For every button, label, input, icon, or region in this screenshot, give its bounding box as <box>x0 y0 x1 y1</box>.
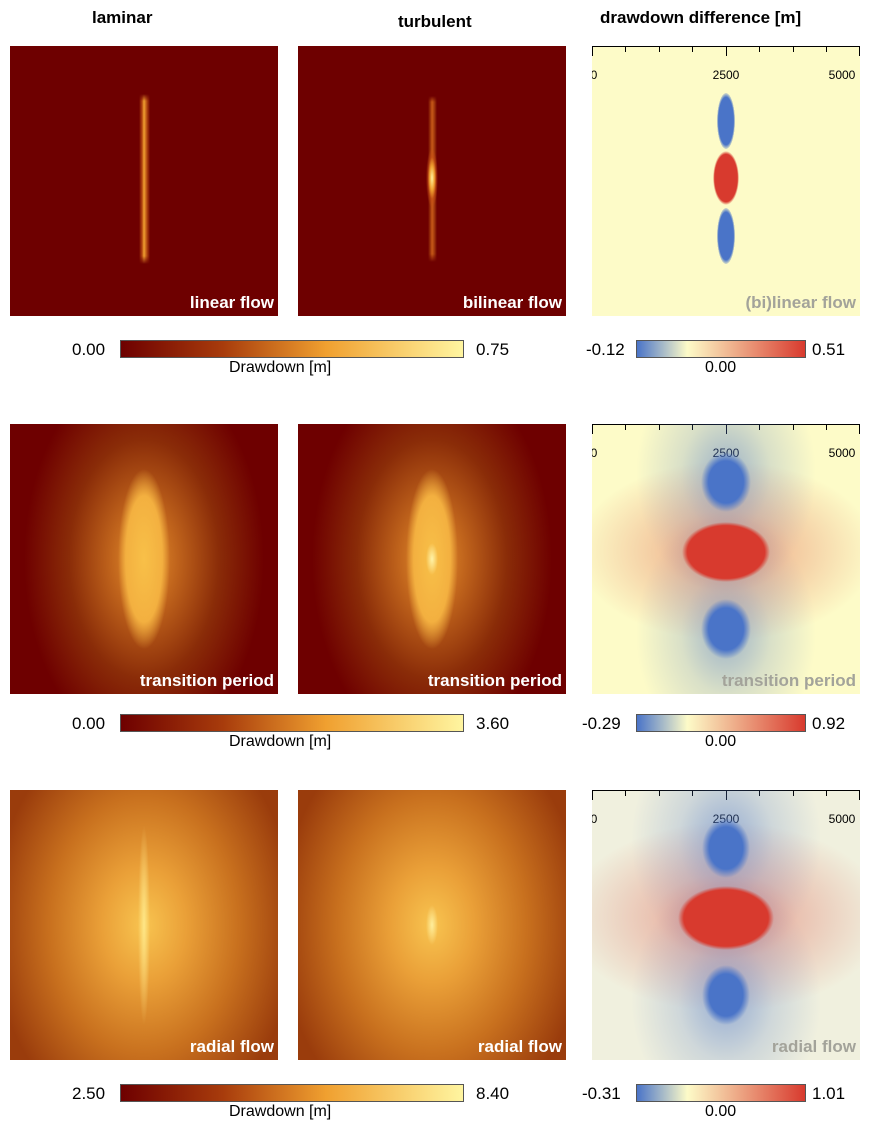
colorbar-max: 0.92 <box>812 714 846 733</box>
difference-map-bilinear: 0 2500 5000 (bi)linear flow <box>592 46 860 316</box>
colorbar-max: 1.01 <box>812 1084 846 1103</box>
drawdown-colorbar: 0.00 3.60 Drawdown [m] <box>72 714 509 758</box>
difference-regime-label: (bi)linear flow <box>745 293 857 312</box>
colorbar-max: 8.40 <box>476 1084 510 1103</box>
colorbar-gradient <box>120 340 464 358</box>
difference-colorbar: -0.29 0.92 0.00 <box>582 714 876 758</box>
colorbar-center: 0.00 <box>705 359 737 376</box>
colorbar-units: Drawdown [m] <box>229 359 332 376</box>
colorbar-gradient <box>636 1084 806 1102</box>
difference-regime-label: transition period <box>721 671 856 690</box>
turbulent-regime-label: bilinear flow <box>462 293 562 312</box>
colorbar-min: -0.31 <box>582 1084 621 1103</box>
colorbar-min: -0.12 <box>586 340 625 359</box>
colorbar-units: Drawdown [m] <box>229 733 332 750</box>
colorbar-max: 0.51 <box>812 340 846 359</box>
colorbar-min: 2.50 <box>72 1084 106 1103</box>
difference-regime-label: radial flow <box>771 1037 856 1056</box>
laminar-regime-label: linear flow <box>189 293 274 312</box>
colorbar-gradient <box>636 340 806 358</box>
header-laminar: laminar <box>92 8 153 27</box>
drawdown-colorbar: 2.50 8.40 Drawdown [m] <box>72 1084 509 1124</box>
turbulent-map-bilinear: bilinear flow <box>298 46 566 316</box>
laminar-map-radial: radial flow <box>10 790 278 1060</box>
turbulent-map-radial: radial flow <box>298 790 566 1060</box>
difference-map-radial: 0 2500 5000 radial flow <box>592 790 860 1060</box>
colorbar-center: 0.00 <box>705 733 737 750</box>
header-turbulent: turbulent <box>398 12 472 31</box>
colorbar-center: 0.00 <box>705 1103 737 1120</box>
colorbar-gradient <box>636 714 806 732</box>
colorbar-min: 0.00 <box>72 714 106 733</box>
turbulent-map-transition: transition period <box>298 424 566 694</box>
colorbar-min: 0.00 <box>72 340 106 359</box>
colorbar-max: 0.75 <box>476 340 510 359</box>
drawdown-colorbar: 0.00 0.75 Drawdown [m] <box>72 340 509 384</box>
laminar-regime-label: radial flow <box>189 1037 274 1056</box>
turbulent-regime-label: transition period <box>427 671 562 690</box>
difference-map-transition: 0 2500 5000 transition period <box>592 424 860 694</box>
difference-colorbar: -0.31 1.01 0.00 <box>582 1084 876 1124</box>
turbulent-regime-label: radial flow <box>477 1037 562 1056</box>
laminar-map-transition: transition period <box>10 424 278 694</box>
colorbar-units: Drawdown [m] <box>229 1103 332 1120</box>
colorbar-max: 3.60 <box>476 714 510 733</box>
colorbar-min: -0.29 <box>582 714 621 733</box>
colorbar-gradient <box>120 714 464 732</box>
header-difference: drawdown difference [m] <box>600 8 802 27</box>
colorbar-gradient <box>120 1084 464 1102</box>
laminar-map-linear: linear flow <box>10 46 278 316</box>
laminar-regime-label: transition period <box>139 671 274 690</box>
difference-colorbar: -0.12 0.51 0.00 <box>586 340 876 384</box>
